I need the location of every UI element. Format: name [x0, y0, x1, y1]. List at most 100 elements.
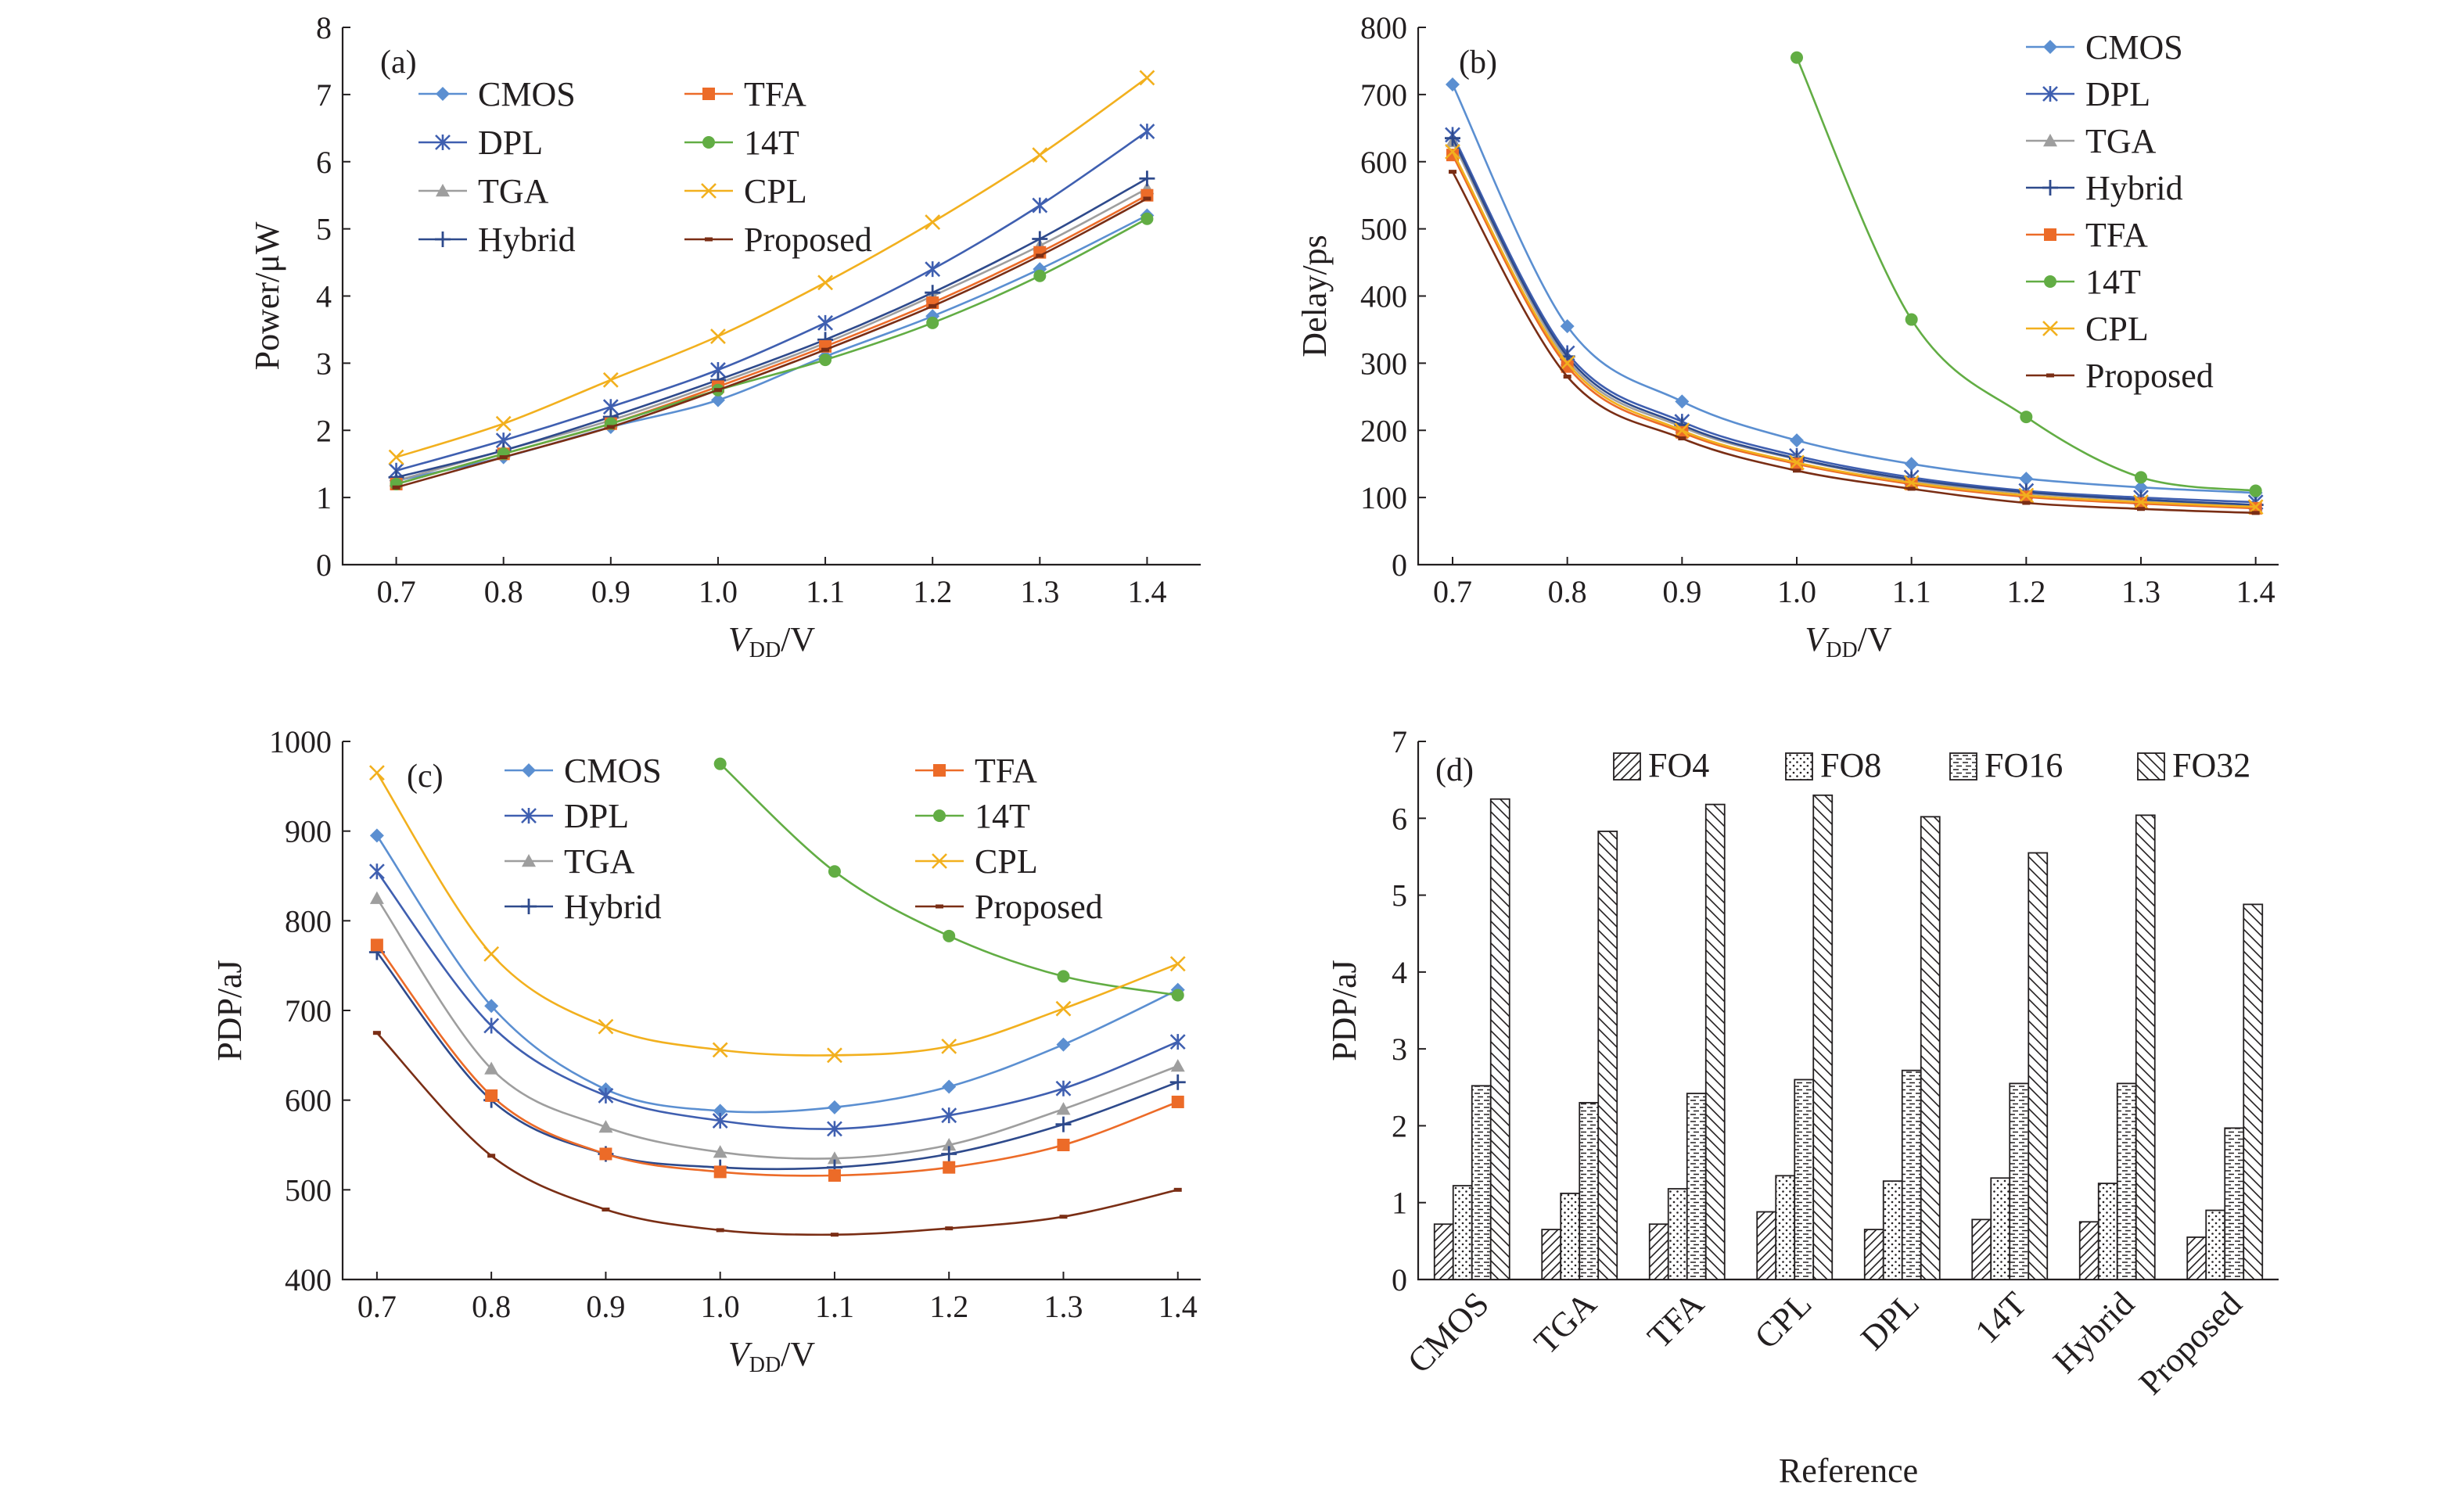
x-tick-label: 1.2	[913, 574, 952, 609]
data-point-cmos	[1790, 433, 1804, 448]
y-tick-label: 8	[316, 10, 332, 45]
data-point-dpl	[817, 314, 833, 331]
data-point-tfa	[370, 939, 383, 952]
x-axis-title-sub: DD	[1826, 638, 1857, 662]
x-axis-title-main: V	[728, 1335, 753, 1373]
data-point-14t	[1057, 970, 1070, 983]
data-point-tga	[942, 1138, 957, 1151]
y-tick-label: 200	[1360, 413, 1407, 448]
y-axis-title: PDP/aJ	[210, 960, 249, 1061]
data-point-hybrid	[1055, 1116, 1072, 1132]
data-point-dpl	[368, 863, 385, 880]
legend-label: CMOS	[2085, 28, 2183, 66]
legend-item-fo4: FO4	[1613, 746, 1709, 784]
data-point-cpl	[1559, 355, 1575, 371]
legend-label: Proposed	[975, 888, 1103, 926]
series-line-14t	[396, 217, 1148, 486]
data-point-cpl	[827, 1047, 842, 1064]
legend-marker	[702, 136, 715, 149]
data-point-hybrid	[1139, 170, 1155, 187]
data-point-cmos	[1904, 457, 1919, 472]
data-point-cpl	[712, 1042, 728, 1058]
bar-fo4	[2186, 1236, 2207, 1280]
legend-marker	[2046, 373, 2054, 378]
bar-group-tfa	[1648, 803, 1726, 1280]
data-point-proposed	[2251, 511, 2260, 515]
chart-panel-d: 0 1 2 3 4 5 6 7 PDP/aJ Reference (d) CMOS TGA TFA CPL D…	[1325, 724, 2279, 1490]
legend-marker	[932, 853, 947, 869]
y-tick-label: 100	[1360, 480, 1407, 515]
legend-label: TGA	[478, 172, 549, 210]
x-tick-label: CPL	[1747, 1284, 1819, 1356]
series-proposed	[372, 1031, 1182, 1237]
data-point-dpl	[941, 1107, 957, 1124]
data-point-tfa	[828, 1168, 841, 1182]
legend-item-cpl: CPL	[915, 842, 1038, 881]
legend: CMOS DPL TGA Hybrid TFA 14T CPL Proposed	[418, 75, 872, 259]
legend-marker	[933, 809, 946, 822]
legend-label: FO16	[1984, 746, 2063, 784]
y-tick-label: 600	[285, 1083, 332, 1118]
legend-label: Hybrid	[2085, 169, 2183, 207]
y-tick-label: 6	[316, 145, 332, 180]
legend-marker	[705, 237, 713, 242]
data-point-proposed	[713, 388, 722, 393]
data-point-proposed	[716, 1228, 724, 1233]
legend-label: Proposed	[2085, 357, 2214, 395]
data-point-cpl	[2247, 499, 2264, 515]
bar-fo16	[2116, 1082, 2137, 1280]
data-point-dpl	[1139, 124, 1155, 140]
legend-marker	[2044, 228, 2056, 241]
legend-item-14t: 14T	[2026, 263, 2141, 301]
series-line-cmos	[1451, 84, 2256, 494]
data-point-hybrid	[1169, 1074, 1186, 1090]
bar-group-dpl	[1863, 816, 1941, 1280]
data-point-proposed	[928, 303, 937, 308]
bar-fo4	[1863, 1229, 1884, 1280]
legend-swatch	[1949, 752, 1977, 781]
legend-label: 14T	[975, 797, 1030, 835]
data-point-14t	[2249, 484, 2262, 497]
data-point-14t	[819, 354, 832, 367]
x-tick-label: 1.4	[1127, 574, 1166, 609]
data-point-proposed	[1563, 375, 1571, 379]
data-point-dpl	[483, 1017, 500, 1034]
x-tick-label: 0.7	[357, 1289, 397, 1324]
x-tick-label: 1.2	[2006, 574, 2046, 609]
legend-label: 14T	[744, 124, 799, 162]
data-point-proposed	[1036, 253, 1044, 258]
series-line-14t	[1795, 57, 2256, 492]
data-point-cmos	[369, 828, 384, 843]
data-point-tga	[598, 1120, 613, 1133]
legend-label: FO32	[2172, 746, 2250, 784]
data-point-cpl	[1169, 956, 1186, 972]
data-point-tfa	[1171, 1095, 1184, 1108]
data-point-proposed	[821, 347, 830, 352]
series-line-hybrid	[396, 178, 1148, 479]
x-axis-title-unit: /V	[1858, 620, 1892, 659]
series-proposed	[1449, 170, 2260, 515]
series-cmos	[1446, 77, 2263, 501]
data-point-14t	[1140, 212, 1154, 225]
data-point-cmos	[1446, 77, 1460, 92]
y-tick-label: 6	[1392, 801, 1407, 836]
bar-group-cmos	[1433, 798, 1510, 1280]
legend-label: FO8	[1820, 746, 1881, 784]
legend-label: 14T	[2085, 263, 2141, 301]
data-point-tfa	[713, 1165, 727, 1179]
legend-label: DPL	[564, 797, 629, 835]
series-14t	[1791, 51, 2262, 497]
data-point-proposed	[1907, 486, 1916, 491]
y-tick-label: 300	[1360, 346, 1407, 381]
legend-label: Hybrid	[478, 221, 576, 259]
data-point-cmos	[2134, 480, 2148, 495]
bar-fo32	[1812, 794, 1834, 1280]
data-point-cpl	[941, 1038, 957, 1054]
x-tick-label: 1.1	[815, 1289, 854, 1324]
series-line-tga	[375, 897, 1179, 1160]
data-point-cpl	[1789, 454, 1805, 471]
bar-fo16	[2009, 1082, 2030, 1280]
data-point-hybrid	[1032, 231, 1048, 247]
legend-marker	[2042, 86, 2058, 102]
